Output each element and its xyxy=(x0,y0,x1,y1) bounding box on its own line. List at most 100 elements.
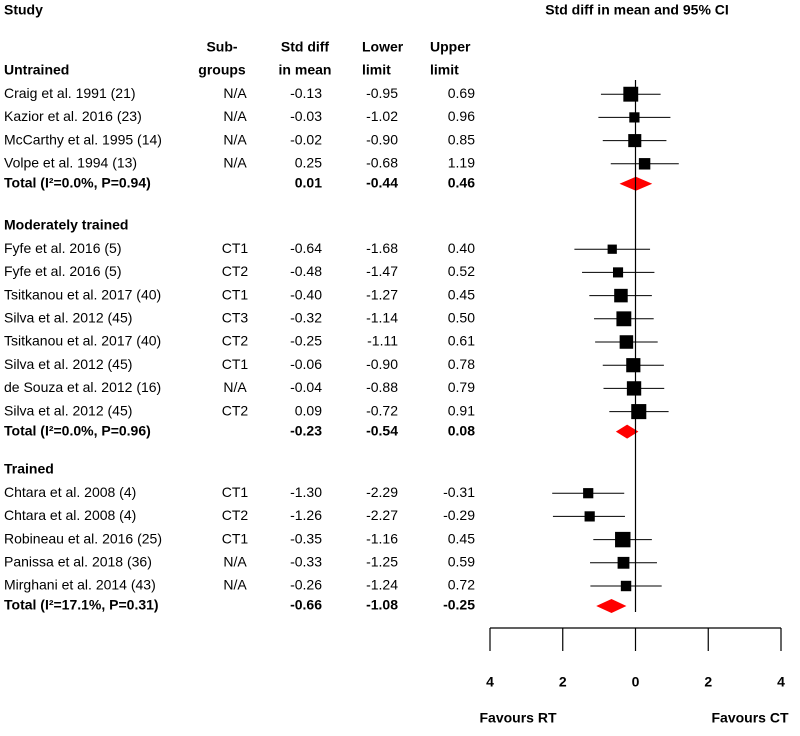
value-cell: -0.90 xyxy=(366,131,398,147)
total-value: -0.54 xyxy=(366,422,398,438)
value-cell: 0.78 xyxy=(448,356,475,372)
value-cell: -1.27 xyxy=(366,286,398,302)
total-label: Total (I²=0.0%, P=0.96) xyxy=(4,422,151,438)
value-cell: -0.03 xyxy=(290,108,322,124)
value-cell: -1.47 xyxy=(366,263,398,279)
value-cell: -0.35 xyxy=(290,530,322,546)
value-cell: -0.48 xyxy=(290,263,322,279)
total-diamond xyxy=(596,599,627,613)
subgroup: CT1 xyxy=(222,484,249,500)
study-name: Robineau et al. 2016 (25) xyxy=(4,530,162,546)
value-cell: 1.19 xyxy=(448,155,475,171)
value-cell: -1.14 xyxy=(366,310,398,326)
value-cell: -0.64 xyxy=(290,240,322,256)
value-cell: -1.30 xyxy=(290,484,322,500)
value-cell: -0.29 xyxy=(443,507,475,523)
value-cell: -0.40 xyxy=(290,286,322,302)
effect-square xyxy=(638,158,651,170)
effect-square xyxy=(615,531,631,548)
value-cell: -0.31 xyxy=(443,484,475,500)
value-cell: -0.32 xyxy=(290,310,322,326)
effect-square xyxy=(626,358,641,373)
value-cell: 0.40 xyxy=(448,240,475,256)
total-label: Total (I²=17.1%, P=0.31) xyxy=(4,597,159,613)
effect-square xyxy=(614,288,628,303)
column-header: limit xyxy=(362,62,391,78)
value-cell: 0.45 xyxy=(448,530,475,546)
effect-square xyxy=(612,267,624,278)
study-name: Tsitkanou et al. 2017 (40) xyxy=(4,286,161,302)
x-tick-label: 2 xyxy=(704,674,712,690)
study-name: Chtara et al. 2008 (4) xyxy=(4,507,136,523)
value-cell: 0.69 xyxy=(448,85,475,101)
subgroup: CT3 xyxy=(222,310,249,326)
value-cell: -0.88 xyxy=(366,379,398,395)
value-cell: -2.29 xyxy=(366,484,398,500)
effect-square xyxy=(583,488,594,499)
study-name: de Souza et al. 2012 (16) xyxy=(4,379,161,395)
subgroup: CT2 xyxy=(222,507,249,523)
value-cell: -1.11 xyxy=(367,333,398,349)
value-cell: -1.26 xyxy=(290,507,322,523)
x-tick-label: 4 xyxy=(777,674,785,690)
value-cell: -0.25 xyxy=(290,333,322,349)
value-cell: 0.50 xyxy=(448,310,475,326)
subgroup: CT1 xyxy=(222,286,249,302)
value-cell: -0.13 xyxy=(290,85,322,101)
study-name: Chtara et al. 2008 (4) xyxy=(4,484,136,500)
study-name: Silva et al. 2012 (45) xyxy=(4,402,132,418)
effect-square xyxy=(629,112,640,123)
column-header: groups xyxy=(198,62,246,78)
subgroup: N/A xyxy=(223,85,247,101)
subgroup: CT1 xyxy=(222,240,249,256)
subgroup: CT1 xyxy=(222,356,249,372)
subgroup: CT2 xyxy=(222,402,249,418)
subgroup: CT2 xyxy=(222,333,249,349)
total-label: Total (I²=0.0%, P=0.94) xyxy=(4,175,151,191)
column-header: Sub- xyxy=(206,39,237,55)
value-cell: 0.61 xyxy=(448,333,475,349)
column-header: Upper xyxy=(430,39,471,55)
value-cell: -1.68 xyxy=(366,240,398,256)
study-name: Fyfe et al. 2016 (5) xyxy=(4,263,122,279)
value-cell: -0.90 xyxy=(366,356,398,372)
column-header: limit xyxy=(430,62,459,78)
total-value: 0.46 xyxy=(448,175,475,191)
effect-square xyxy=(631,404,647,420)
value-cell: 0.25 xyxy=(295,155,322,171)
subgroup: N/A xyxy=(223,108,247,124)
effect-square xyxy=(620,580,632,592)
value-cell: -1.02 xyxy=(366,108,398,124)
total-value: 0.08 xyxy=(448,422,475,438)
plot-title: Std diff in mean and 95% CI xyxy=(545,2,729,18)
x-tick-label: 4 xyxy=(486,674,494,690)
total-diamond xyxy=(615,424,639,439)
study-name: Kazior et al. 2016 (23) xyxy=(4,108,142,124)
study-name: Volpe et al. 1994 (13) xyxy=(4,155,137,171)
value-cell: -0.26 xyxy=(290,577,322,593)
value-cell: 0.96 xyxy=(448,108,475,124)
effect-square xyxy=(628,134,642,148)
x-label-left: Favours RT xyxy=(479,710,556,726)
effect-square xyxy=(584,511,595,522)
effect-square xyxy=(619,335,634,349)
column-header: Std diff xyxy=(281,39,330,55)
total-value: -0.25 xyxy=(443,597,475,613)
value-cell: -0.95 xyxy=(366,85,398,101)
value-cell: -0.72 xyxy=(366,402,398,418)
value-cell: -0.02 xyxy=(290,131,322,147)
subgroup: N/A xyxy=(223,577,247,593)
value-cell: -2.27 xyxy=(366,507,398,523)
subgroup: CT1 xyxy=(222,530,249,546)
effect-square xyxy=(626,381,642,396)
subgroup: N/A xyxy=(223,379,247,395)
value-cell: -1.16 xyxy=(366,530,398,546)
value-cell: -0.06 xyxy=(290,356,322,372)
study-name: Mirghani et al. 2014 (43) xyxy=(4,577,156,593)
study-name: Silva et al. 2012 (45) xyxy=(4,310,132,326)
value-cell: 0.72 xyxy=(448,577,475,593)
study-header: Study xyxy=(4,2,43,18)
group-name: Moderately trained xyxy=(4,217,128,233)
value-cell: 0.85 xyxy=(448,131,475,147)
